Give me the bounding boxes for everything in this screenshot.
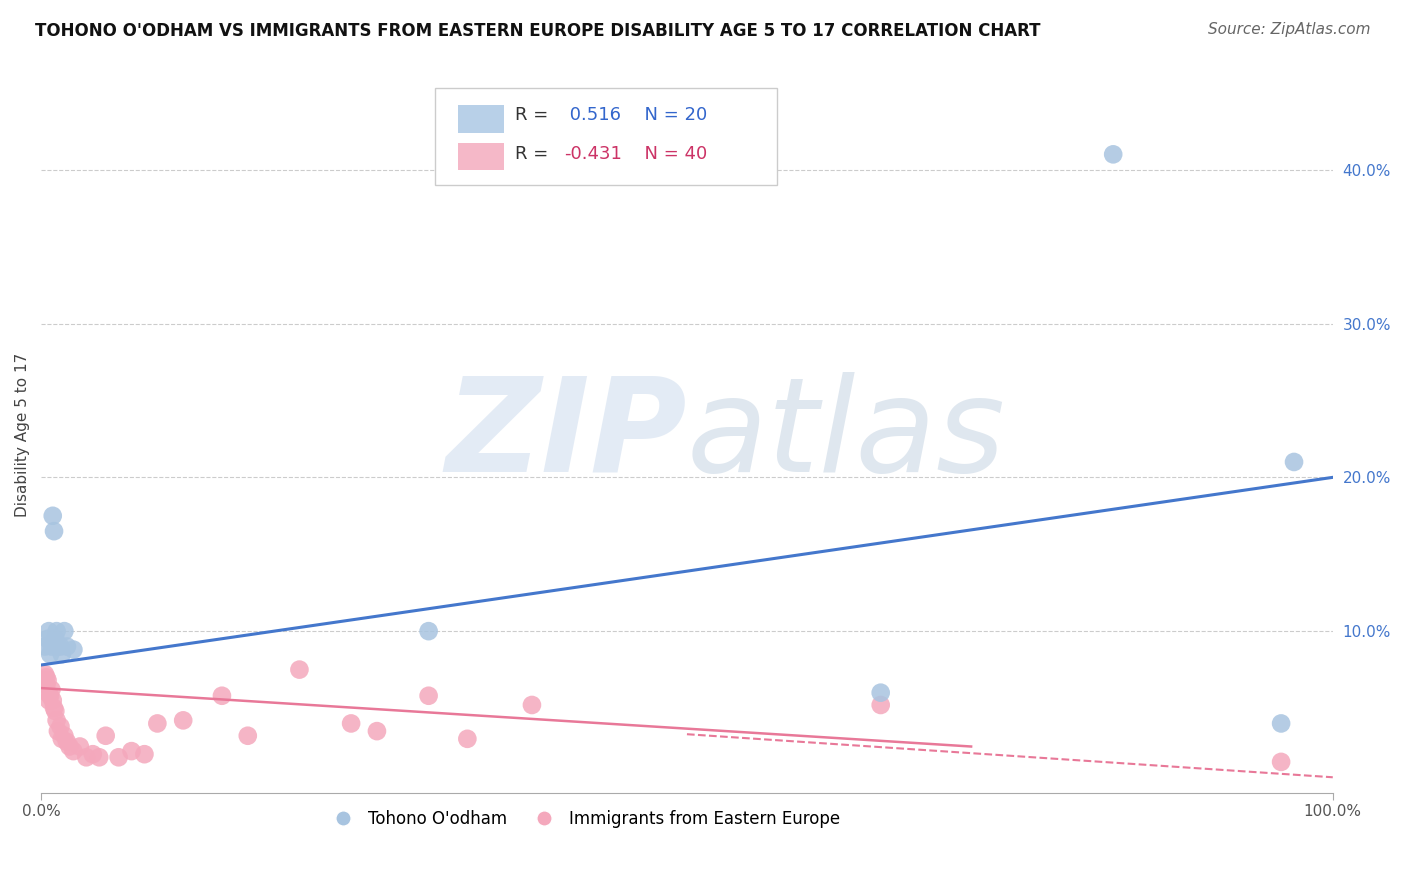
- Text: ZIP: ZIP: [446, 372, 688, 499]
- Point: [1282, 455, 1305, 469]
- Point: [41, 640, 63, 654]
- Point: [56, 735, 79, 749]
- Point: [34, 667, 56, 681]
- Point: [35, 670, 58, 684]
- Point: [146, 716, 169, 731]
- Point: [35, 678, 58, 692]
- Point: [44, 704, 66, 718]
- Point: [51, 731, 73, 746]
- Point: [42, 693, 65, 707]
- Point: [39, 647, 62, 661]
- Point: [32, 673, 55, 688]
- Point: [1102, 147, 1125, 161]
- Point: [1270, 755, 1292, 769]
- Point: [46, 724, 69, 739]
- Point: [41, 682, 63, 697]
- Point: [366, 724, 388, 739]
- Point: [44, 632, 66, 646]
- Point: [89, 750, 111, 764]
- Point: [53, 624, 76, 639]
- Point: [1270, 716, 1292, 731]
- Point: [418, 624, 440, 639]
- Point: [49, 719, 72, 733]
- Point: [56, 640, 79, 654]
- Point: [34, 640, 56, 654]
- Point: [69, 739, 91, 754]
- Point: [869, 698, 891, 712]
- Y-axis label: Disability Age 5 to 17: Disability Age 5 to 17: [15, 353, 30, 517]
- Point: [53, 729, 76, 743]
- Text: R =: R =: [515, 106, 554, 124]
- Text: atlas: atlas: [688, 372, 1005, 499]
- Point: [38, 624, 60, 639]
- Point: [37, 673, 59, 688]
- Point: [37, 632, 59, 646]
- Text: N = 40: N = 40: [633, 145, 707, 163]
- Point: [37, 686, 59, 700]
- Point: [39, 689, 62, 703]
- Point: [75, 750, 97, 764]
- Point: [45, 714, 67, 728]
- Bar: [458, 105, 503, 133]
- Point: [288, 663, 311, 677]
- Point: [58, 739, 80, 754]
- Point: [520, 698, 543, 712]
- Legend: Tohono O'odham, Immigrants from Eastern Europe: Tohono O'odham, Immigrants from Eastern …: [321, 803, 846, 834]
- Text: N = 20: N = 20: [633, 106, 707, 124]
- Point: [107, 750, 129, 764]
- Point: [869, 686, 891, 700]
- Text: Source: ZipAtlas.com: Source: ZipAtlas.com: [1208, 22, 1371, 37]
- Text: -0.431: -0.431: [564, 145, 621, 163]
- Text: R =: R =: [515, 145, 554, 163]
- Point: [134, 747, 156, 762]
- Text: TOHONO O'ODHAM VS IMMIGRANTS FROM EASTERN EUROPE DISABILITY AGE 5 TO 17 CORRELAT: TOHONO O'ODHAM VS IMMIGRANTS FROM EASTER…: [35, 22, 1040, 40]
- Point: [49, 640, 72, 654]
- Point: [42, 701, 65, 715]
- Point: [45, 624, 67, 639]
- FancyBboxPatch shape: [434, 88, 778, 185]
- Text: 0.516: 0.516: [564, 106, 621, 124]
- Point: [62, 744, 84, 758]
- Bar: [458, 144, 503, 170]
- Point: [456, 731, 478, 746]
- Point: [51, 647, 73, 661]
- Point: [172, 714, 194, 728]
- Point: [418, 689, 440, 703]
- Point: [62, 642, 84, 657]
- Point: [42, 524, 65, 538]
- Point: [94, 729, 117, 743]
- Point: [340, 716, 363, 731]
- Point: [211, 689, 233, 703]
- Point: [121, 744, 143, 758]
- Point: [46, 640, 69, 654]
- Point: [236, 729, 259, 743]
- Point: [42, 508, 65, 523]
- Point: [82, 747, 104, 762]
- Point: [38, 693, 60, 707]
